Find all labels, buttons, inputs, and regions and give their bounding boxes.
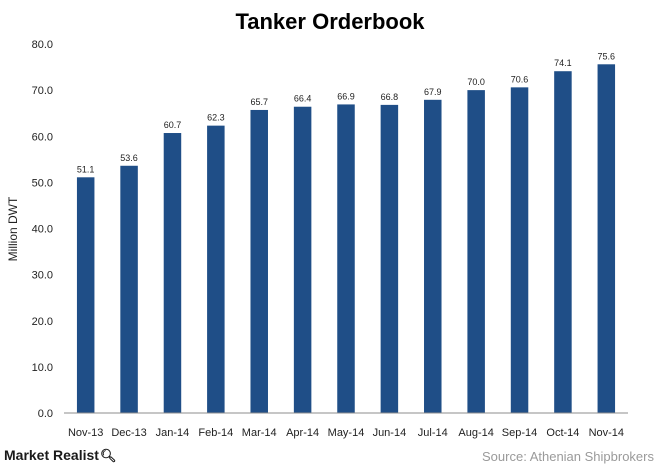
bar <box>120 165 138 413</box>
bar <box>380 104 399 413</box>
bar-data-label: 62.3 <box>207 113 225 123</box>
y-axis-ticks: 0.0 10.0 20.0 30.0 40.0 50.0 60.0 70.0 80.0 <box>32 39 53 420</box>
bar-data-label: 70.0 <box>467 77 485 87</box>
x-tick-label: Nov-14 <box>589 427 624 439</box>
bar <box>510 87 529 414</box>
bar <box>76 177 95 413</box>
x-tick-label: Jul-14 <box>418 427 448 439</box>
chart-title: Tanker Orderbook <box>235 9 425 34</box>
bars <box>76 64 616 414</box>
x-tick-label: May-14 <box>328 427 365 439</box>
bar-data-label: 53.6 <box>120 153 138 163</box>
x-tick-label: Dec-13 <box>111 427 146 439</box>
bar <box>207 125 225 414</box>
x-tick-label: Nov-13 <box>68 427 103 439</box>
bar-data-label: 74.1 <box>554 58 572 68</box>
bar-data-label: 66.4 <box>294 94 312 104</box>
y-tick-label: 80.0 <box>32 39 53 51</box>
brand-name: Market Realist <box>4 447 99 463</box>
bar-data-label: 66.9 <box>337 91 355 101</box>
bar <box>554 71 572 414</box>
bar-data-label: 70.6 <box>511 74 529 84</box>
brand-logo: Market Realist🔍︎ <box>4 447 116 464</box>
y-tick-label: 60.0 <box>32 131 53 143</box>
bar <box>250 109 268 414</box>
bar <box>424 99 442 413</box>
bar <box>163 133 182 414</box>
y-tick-label: 50.0 <box>32 177 53 189</box>
y-axis-label: Million DWT <box>6 196 20 261</box>
bar <box>597 64 616 414</box>
y-tick-label: 10.0 <box>32 362 53 374</box>
bar-data-label: 75.6 <box>598 51 616 61</box>
x-tick-label: Sep-14 <box>502 427 537 439</box>
data-labels: 51.1 53.6 60.7 62.3 65.7 66.4 66.9 66.8 67.9 70.0… <box>77 51 615 174</box>
magnifier-icon: 🔍︎ <box>99 448 117 463</box>
bar-data-label: 66.8 <box>381 92 399 102</box>
source-note: Source: Athenian Shipbrokers <box>482 449 654 464</box>
y-tick-label: 20.0 <box>32 316 53 328</box>
x-tick-label: Jun-14 <box>373 427 407 439</box>
y-tick-label: 40.0 <box>32 224 53 236</box>
x-tick-label: Apr-14 <box>286 427 319 439</box>
x-tick-label: Feb-14 <box>198 427 233 439</box>
y-tick-label: 0.0 <box>38 408 53 420</box>
bar-data-label: 67.9 <box>424 87 442 97</box>
bar <box>337 104 355 413</box>
y-tick-label: 30.0 <box>32 270 53 282</box>
bar <box>293 106 312 413</box>
bar-data-label: 65.7 <box>250 97 268 107</box>
x-tick-label: Jan-14 <box>156 427 190 439</box>
bar <box>467 90 485 413</box>
bar-data-label: 60.7 <box>164 120 182 130</box>
y-tick-label: 70.0 <box>32 85 53 97</box>
bar-data-label: 51.1 <box>77 164 95 174</box>
x-axis-ticks: Nov-13 Dec-13 Jan-14 Feb-14 Mar-14 Apr-14 May-… <box>68 427 624 439</box>
x-tick-label: Aug-14 <box>458 427 493 439</box>
x-tick-label: Oct-14 <box>546 427 579 439</box>
x-tick-label: Mar-14 <box>242 427 277 439</box>
